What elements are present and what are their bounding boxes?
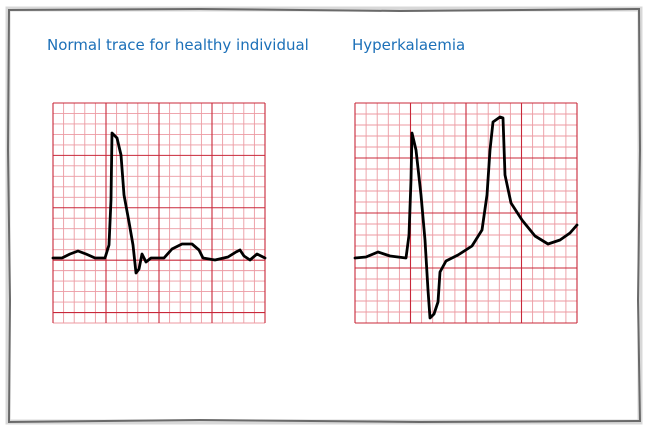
frame-shadow bbox=[5, 6, 643, 425]
panel-title: Hyperkalaemia bbox=[352, 36, 465, 54]
frame bbox=[6, 7, 642, 424]
panel-title: Normal trace for healthy individual bbox=[47, 36, 309, 54]
ecg-trace bbox=[51, 131, 267, 275]
ecg-grid bbox=[354, 102, 578, 324]
ecg-grid bbox=[52, 102, 266, 324]
ecg-trace bbox=[353, 115, 579, 320]
